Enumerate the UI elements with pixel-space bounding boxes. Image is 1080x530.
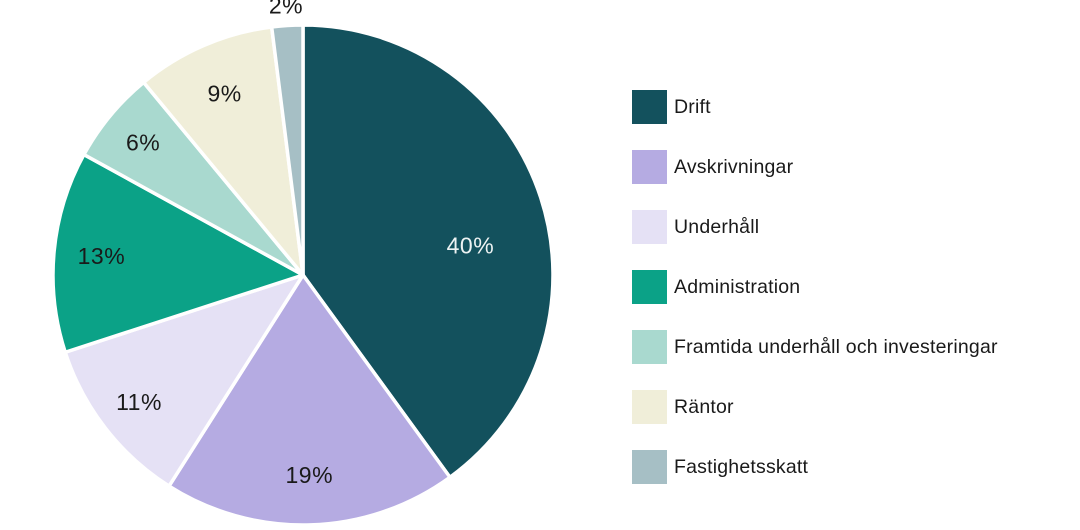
legend-swatch-fastighetsskatt <box>632 450 667 484</box>
pie-slice-avskrivningar <box>167 273 452 527</box>
legend-item-rantor: Räntor <box>632 390 998 424</box>
legend-item-drift: Drift <box>632 90 998 124</box>
legend-label: Räntor <box>674 395 734 418</box>
legend-label: Drift <box>674 95 711 118</box>
legend-swatch-framtida-underhall-och-investeringar <box>632 330 667 364</box>
legend-label: Fastighetsskatt <box>674 455 809 478</box>
slice-percent-label-underhall: 11% <box>116 389 162 415</box>
slice-percent-label-rantor: 9% <box>207 81 241 107</box>
legend-swatch-avskrivningar <box>632 150 667 184</box>
legend-swatch-administration <box>632 270 667 304</box>
legend-swatch-underhall <box>632 210 667 244</box>
legend-item-fastighetsskatt: Fastighetsskatt <box>632 450 998 484</box>
pie-slice-rantor <box>141 25 305 277</box>
pie-slice-drift <box>301 23 555 479</box>
chart-legend: Drift Avskrivningar Underhåll Administratio… <box>632 90 998 484</box>
legend-label: Framtida underhåll och investeringar <box>674 335 998 358</box>
legend-swatch-drift <box>632 90 667 124</box>
pie-slice-fastighetsskatt <box>269 23 305 277</box>
legend-label: Avskrivningar <box>674 155 794 178</box>
pie-slice-underhall <box>63 273 305 488</box>
pie-slice-administration <box>51 152 305 354</box>
legend-swatch-rantor <box>632 390 667 424</box>
slice-percent-label-drift: 40% <box>447 233 495 259</box>
legend-label: Underhåll <box>674 215 760 238</box>
legend-item-framtida-underhall-och-investeringar: Framtida underhåll och investeringar <box>632 330 998 364</box>
legend-label: Administration <box>674 275 801 298</box>
legend-item-administration: Administration <box>632 270 998 304</box>
slice-percent-label-fastighetsskatt: 2% <box>269 0 303 19</box>
legend-item-avskrivningar: Avskrivningar <box>632 150 998 184</box>
legend-item-underhall: Underhåll <box>632 210 998 244</box>
slice-percent-label-administration: 13% <box>78 243 126 269</box>
pie-chart: 40% 19% 11% 13% 6% 9% 2% <box>51 0 555 527</box>
slice-percent-label-avskrivningar: 19% <box>286 462 334 488</box>
slice-percent-label-framtida-underhall-och-investeringar: 6% <box>126 130 160 156</box>
